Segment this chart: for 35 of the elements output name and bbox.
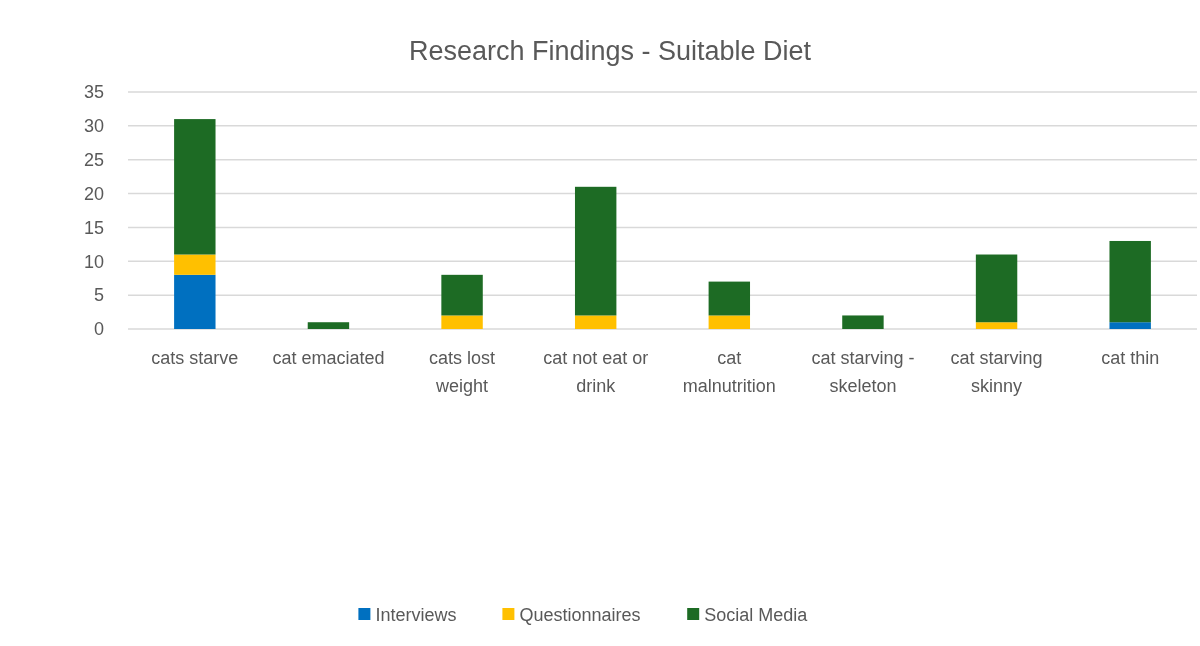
bar — [441, 315, 483, 329]
bar — [1109, 322, 1151, 329]
y-tick-label: 5 — [93, 285, 104, 306]
y-tick-label: 35 — [83, 82, 104, 103]
x-tick-label: cat not eat or drink — [543, 348, 649, 396]
y-tick-label: 10 — [83, 251, 104, 272]
bar — [1109, 240, 1151, 323]
bar — [174, 119, 216, 255]
legend-label: Interviews — [375, 605, 457, 626]
bar — [174, 274, 216, 329]
x-tick-label: cat starving skinny — [950, 348, 1043, 396]
legend-label: Social Media — [704, 605, 809, 626]
y-tick-label: 25 — [83, 150, 104, 171]
bar — [441, 274, 483, 316]
bar — [975, 322, 1018, 329]
bar — [708, 281, 751, 316]
bar — [842, 315, 884, 329]
legend-label: Questionnaires — [519, 605, 641, 626]
y-tick-label: 0 — [93, 319, 104, 340]
bar — [174, 254, 216, 275]
y-tick-label: 30 — [83, 116, 104, 137]
x-tick-label: cats lost weight — [429, 348, 496, 396]
x-tick-label: cat malnutrition — [682, 348, 776, 396]
bar — [975, 254, 1018, 323]
x-tick-label: cat starving - skeleton — [811, 348, 915, 396]
y-tick-label: 15 — [83, 217, 104, 238]
x-tick-label: cats starve — [151, 348, 239, 368]
bar — [574, 315, 617, 329]
bar — [307, 322, 350, 329]
x-tick-label: cat emaciated — [272, 348, 385, 368]
bar — [708, 315, 751, 329]
y-tick-label: 20 — [83, 183, 104, 204]
x-tick-label: cat thin — [1101, 348, 1160, 368]
chart-title: Research Findings - Suitable Diet — [408, 36, 812, 66]
bar — [574, 186, 617, 316]
